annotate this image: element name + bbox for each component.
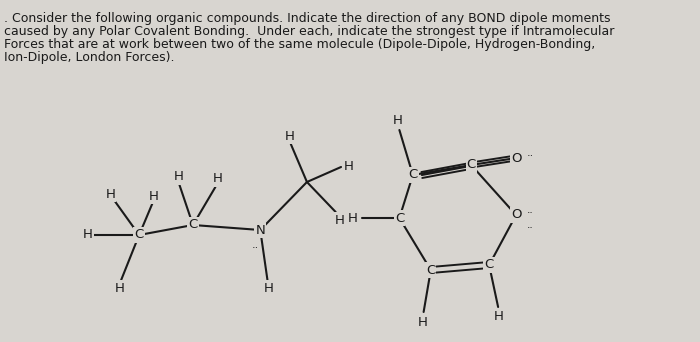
Text: O: O — [511, 152, 522, 165]
Text: ··: ·· — [527, 151, 534, 161]
Text: H: H — [263, 281, 273, 294]
Text: ··: ·· — [252, 243, 260, 253]
Text: C: C — [426, 263, 435, 276]
Text: C: C — [484, 259, 494, 272]
Text: H: H — [106, 187, 116, 200]
Text: Forces that are at work between two of the same molecule (Dipole-Dipole, Hydroge: Forces that are at work between two of t… — [4, 38, 596, 51]
Text: H: H — [494, 311, 504, 324]
Text: C: C — [408, 169, 417, 182]
Text: H: H — [343, 159, 354, 172]
Text: H: H — [348, 211, 358, 224]
Text: H: H — [83, 228, 93, 241]
Text: N: N — [256, 224, 265, 237]
Text: ··: ·· — [527, 223, 534, 233]
Text: C: C — [134, 228, 144, 241]
Text: caused by any Polar Covalent Bonding.  Under each, indicate the strongest type i: caused by any Polar Covalent Bonding. Un… — [4, 25, 615, 38]
Text: H: H — [148, 189, 158, 202]
Text: Ion-Dipole, London Forces).: Ion-Dipole, London Forces). — [4, 51, 175, 64]
Text: C: C — [188, 219, 197, 232]
Text: C: C — [395, 211, 404, 224]
Text: N: N — [256, 224, 265, 237]
Text: H: H — [418, 316, 428, 329]
Text: C: C — [188, 219, 197, 232]
Text: H: H — [393, 115, 402, 128]
Text: H: H — [114, 281, 125, 294]
Text: C: C — [134, 228, 144, 241]
Text: . Consider the following organic compounds. Indicate the direction of any BOND d: . Consider the following organic compoun… — [4, 12, 611, 25]
Text: ··: ·· — [527, 208, 534, 218]
Text: H: H — [335, 213, 344, 226]
Text: H: H — [212, 172, 222, 185]
Text: H: H — [174, 171, 183, 184]
Text: C: C — [467, 158, 476, 171]
Text: O: O — [511, 209, 522, 222]
Text: H: H — [285, 130, 295, 143]
